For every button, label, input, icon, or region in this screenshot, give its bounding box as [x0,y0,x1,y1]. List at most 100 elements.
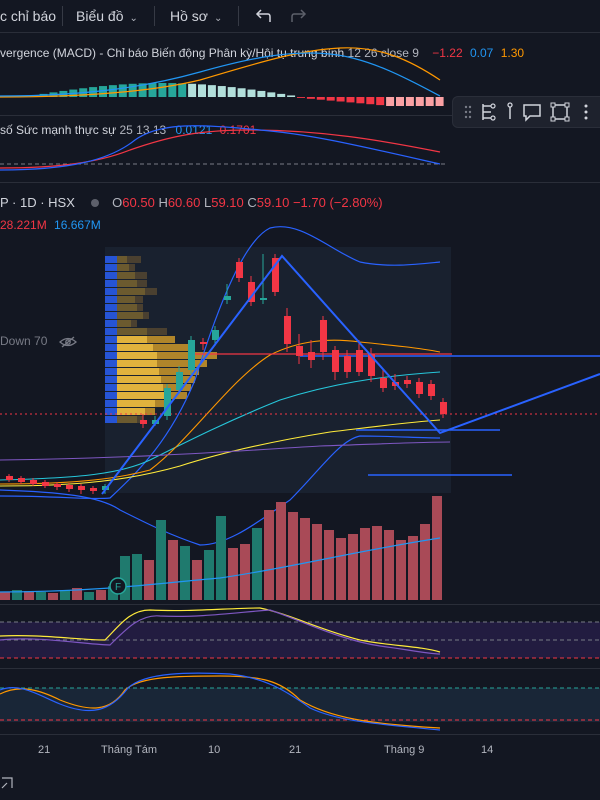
profile-bar-down [137,416,143,423]
candle-body [380,378,387,388]
profile-bar-up [117,312,143,319]
macd-bar [207,85,216,97]
profile-bar-blue [105,288,117,295]
volume-bar [372,526,382,600]
volume-bar [60,590,70,600]
macd-bar [396,97,404,106]
trend-line[interactable] [101,254,600,495]
macd-bar [128,83,137,97]
comment-tool-icon[interactable] [521,101,543,123]
time-axis-label: Tháng 9 [384,744,425,756]
volume-value: 28.221M [0,218,47,232]
profile-bar-blue [105,392,117,399]
profile-bar-up [117,272,135,279]
toolbar-divider [154,6,155,26]
candle-body [30,480,37,484]
top-toolbar: c chỉ báo Biểu đồ ⌄ Hồ sơ ⌄ [0,0,600,33]
candle-body [404,380,411,384]
volume-bar [432,496,442,600]
undo-icon[interactable] [254,8,272,24]
candle-body [260,298,267,300]
profile-bar-up [117,408,145,415]
drag-handle-icon[interactable] [457,101,479,123]
macd-bar [257,90,266,97]
volume-bar [288,512,298,600]
volume-profile-legend[interactable]: Down 70 [0,334,77,348]
macd-bar [108,85,117,97]
time-axis-label: 14 [481,744,494,756]
candle-body [332,350,339,372]
low-label: L [204,195,212,210]
indicators-menu[interactable]: c chỉ báo [0,0,56,32]
macd-bar [326,97,335,101]
macd-bar [366,97,375,105]
profile-menu-button[interactable]: Hồ sơ ⌄ [170,0,222,32]
profile-bar-blue [105,272,117,279]
profile-bar-blue [105,280,117,287]
profile-bar-down [147,336,175,343]
profile-bar-up [117,336,147,343]
trendline-tool-icon[interactable] [499,101,521,123]
profile-bar-blue [105,336,117,343]
macd-bar [316,97,325,100]
earnings-badge-icon[interactable] [109,577,127,595]
macd-signal-line [0,47,441,98]
main-legend[interactable]: P · 1D · HSX O60.50 H60.60 L59.10 C59.10… [0,196,383,210]
macd-bar [267,92,276,97]
macd-bar [306,97,315,99]
fork-tool-icon[interactable] [477,101,499,123]
close-value: 59.10 [256,195,290,210]
candle-body [296,346,303,356]
scale-icon[interactable] [1,777,13,789]
tsi-title: số Sức mạnh thực sự [0,123,117,137]
macd-bar [376,97,385,106]
profile-bar-blue [105,400,117,407]
profile-bar-blue [105,376,117,383]
profile-bar-blue [105,344,117,351]
hidden-eye-icon[interactable] [58,336,77,348]
chart-menu-label: Biểu đồ [76,8,124,24]
profile-bar-down [157,360,207,367]
rectangle-tool-icon[interactable] [549,101,571,123]
profile-bar-up [117,280,137,287]
stoch-line [0,609,441,655]
symbol-label: P · 1D · HSX [0,195,75,210]
time-axis-label: 21 [38,744,51,756]
macd-bar [405,97,414,106]
profile-bar-blue [105,352,117,359]
volume-bar [252,528,262,600]
redo-icon[interactable] [290,8,308,24]
candle-body [344,356,351,372]
chevron-down-icon: ⌄ [129,13,138,24]
volume-bar [324,530,334,600]
chart-menu-button[interactable]: Biểu đồ ⌄ [76,0,138,32]
candle-body [308,352,315,360]
osc-signal-line [0,675,441,729]
candle-body [6,476,13,480]
macd-bar [336,97,345,102]
macd-line [0,52,441,97]
candle-body [320,320,327,352]
profile-bar-up [117,344,153,351]
ma-orange [0,339,441,485]
volume-bar [396,540,406,600]
profile-bar-blue [105,408,117,415]
macd-legend[interactable]: vergence (MACD) - Chỉ báo Biến động Phân… [0,46,524,60]
chevron-down-icon: ⌄ [213,13,223,24]
profile-bar-up [117,288,145,295]
profile-bar-down [135,296,143,303]
more-options-icon[interactable] [575,101,597,123]
candle-body [200,342,207,344]
volume-bar [420,524,430,600]
toolbar-divider [238,6,239,26]
profile-bar-up [117,360,157,367]
stoch-signal-line [0,607,441,653]
open-value: 60.50 [122,195,155,210]
candle-body [224,296,231,300]
candle-body [90,488,97,491]
volume-bar [0,592,10,600]
candle-body [54,484,61,487]
volume-bar [312,524,322,600]
volume-bar [360,528,370,600]
